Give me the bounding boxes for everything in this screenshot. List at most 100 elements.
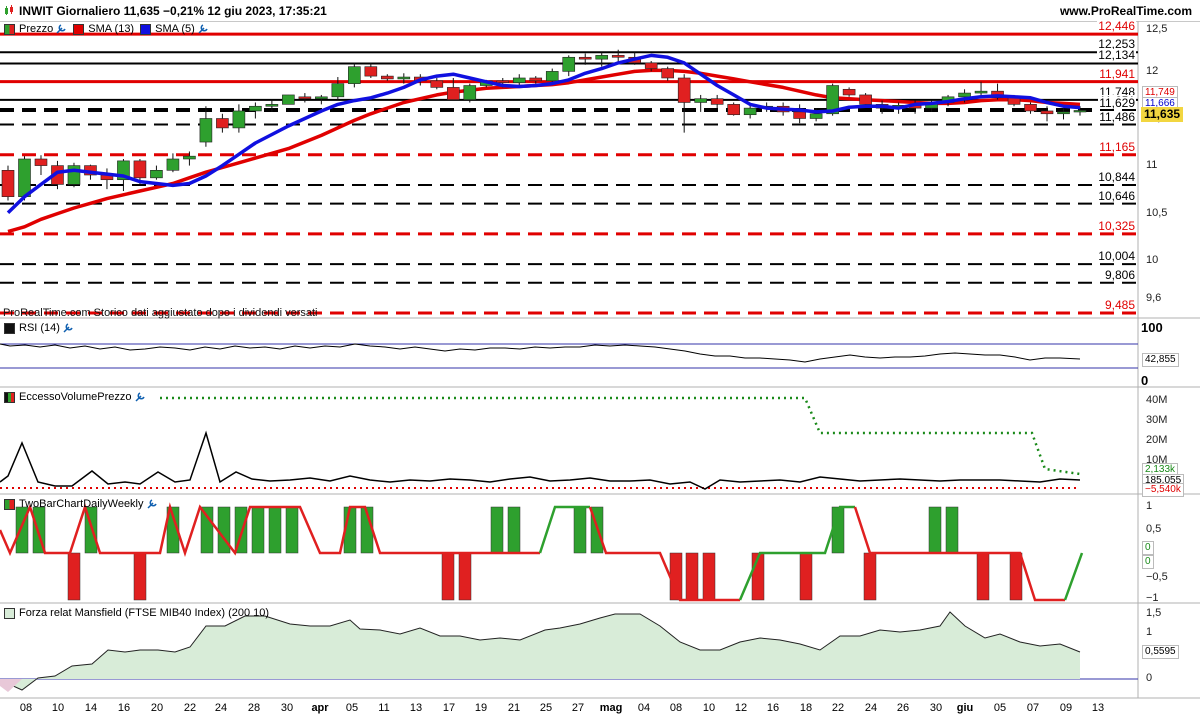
mansfield-line <box>0 611 1081 691</box>
legend-price[interactable]: Prezzo <box>4 23 67 35</box>
sma13-swatch-icon <box>73 23 85 35</box>
candle-body <box>430 80 444 88</box>
axis-tick: 11 <box>1146 159 1158 171</box>
axis-tick: 0 <box>1141 373 1149 388</box>
axis-tick: 0,5 <box>1146 523 1162 535</box>
wrench-icon[interactable] <box>197 23 209 35</box>
wrench-icon[interactable] <box>146 498 158 510</box>
twobar-down-bar <box>863 552 877 601</box>
time-axis-label: 27 <box>571 702 585 714</box>
candle <box>710 94 724 109</box>
axis-tick: 100 <box>1141 320 1163 335</box>
candle <box>661 66 674 81</box>
candle <box>974 81 988 97</box>
mansfield-value-tag: 0,5595 <box>1142 645 1179 659</box>
time-axis-label: mag <box>599 702 623 714</box>
price-level-label: 12,134 <box>1097 48 1136 63</box>
twobar-pane <box>0 502 1084 602</box>
time-axis-label: apr <box>311 702 329 714</box>
legend-sma5-label: SMA (5) <box>155 23 195 35</box>
mansfield-pane <box>0 611 1138 692</box>
axis-tick: 10 <box>1146 254 1159 266</box>
time-axis-label: 22 <box>831 702 845 714</box>
time-axis-label: 14 <box>84 702 98 714</box>
mansfield-negative-area <box>0 679 22 692</box>
twobar-up-bar <box>490 506 504 554</box>
twobar-down-bar <box>976 552 990 601</box>
candle <box>34 155 48 176</box>
time-axis-label: 16 <box>117 702 131 714</box>
rsi-value-tag: 42,855 <box>1142 353 1179 367</box>
twobar-down-bar <box>441 552 455 601</box>
sma5-line <box>6 53 1081 214</box>
twobar-green-line <box>738 505 855 601</box>
pane-borders <box>0 21 1200 699</box>
candle-body <box>496 80 510 83</box>
time-axis-label: 13 <box>1091 702 1105 714</box>
candle-body <box>611 55 625 58</box>
time-axis-label: 28 <box>247 702 261 714</box>
time-axis-label: 22 <box>183 702 197 714</box>
volume-pane <box>0 396 1081 490</box>
twobar-down-bar <box>685 552 699 601</box>
axis-tick: 40M <box>1146 394 1168 406</box>
candle-body <box>562 56 576 72</box>
twobar-value-tag: 0 <box>1142 555 1154 569</box>
wrench-icon[interactable] <box>55 23 67 35</box>
twobar-down-bar <box>67 552 81 601</box>
site-name[interactable]: www.ProRealTime.com <box>1059 4 1192 18</box>
price-legend: Prezzo SMA (13) SMA (5) <box>4 23 215 35</box>
current-price-tag: 11,635 <box>1141 107 1184 122</box>
candle-body <box>463 85 477 100</box>
mansfield-legend[interactable]: Forza relat Mansfield (FTSE MIB40 Index)… <box>4 607 269 619</box>
time-axis-label: giu <box>956 702 974 714</box>
candle <box>381 74 394 81</box>
price-level-label: 11,486 <box>1098 109 1136 124</box>
candle-body <box>249 105 262 112</box>
candle-body <box>298 96 312 100</box>
twobar-value-tag: 0 <box>1142 541 1154 555</box>
candle <box>265 99 279 112</box>
price-level-label: 9,485 <box>1103 298 1136 312</box>
twobar-legend[interactable]: TwoBarChartDailyWeekly <box>4 498 158 510</box>
candle <box>545 68 559 84</box>
candle <box>463 83 477 103</box>
twobar-red-line <box>853 506 1065 602</box>
legend-sma5[interactable]: SMA (5) <box>140 23 209 35</box>
legend-sma13[interactable]: SMA (13) <box>73 23 134 35</box>
wrench-icon[interactable] <box>134 391 146 403</box>
rsi-legend[interactable]: RSI (14) <box>4 322 74 334</box>
volume-legend[interactable]: EccessoVolumePrezzo <box>4 391 146 403</box>
candle-body <box>529 77 543 82</box>
volume-legend-label: EccessoVolumePrezzo <box>19 391 132 403</box>
candle-body <box>397 76 411 80</box>
price-level-label: 11,748 <box>1098 84 1136 99</box>
twobar-red-line <box>0 502 540 558</box>
time-axis-label: 24 <box>214 702 228 714</box>
twobar-down-bar <box>799 552 813 601</box>
time-axis-label: 13 <box>409 702 423 714</box>
twobar-up-bar <box>166 506 180 554</box>
wrench-icon[interactable] <box>62 322 74 334</box>
time-axis-label: 16 <box>766 702 780 714</box>
sma5-path <box>6 53 1081 214</box>
time-axis-label: 30 <box>280 702 294 714</box>
legend-sma13-label: SMA (13) <box>88 23 135 35</box>
candle-body <box>793 111 806 119</box>
candle <box>677 74 691 133</box>
candle-body <box>199 118 213 143</box>
time-axis-label: 05 <box>993 702 1007 714</box>
candle <box>282 94 295 105</box>
twobar-green-line <box>1063 552 1084 601</box>
candle-body <box>133 160 147 179</box>
twobar-swatch-icon <box>4 498 15 510</box>
candle-body <box>331 83 345 98</box>
candle <box>199 106 213 147</box>
candle-body <box>859 94 872 105</box>
candle-body <box>315 96 328 100</box>
candle <box>727 102 740 116</box>
candle-body <box>282 94 295 105</box>
legend-price-label: Prezzo <box>19 23 54 35</box>
time-axis-label: 08 <box>19 702 33 714</box>
